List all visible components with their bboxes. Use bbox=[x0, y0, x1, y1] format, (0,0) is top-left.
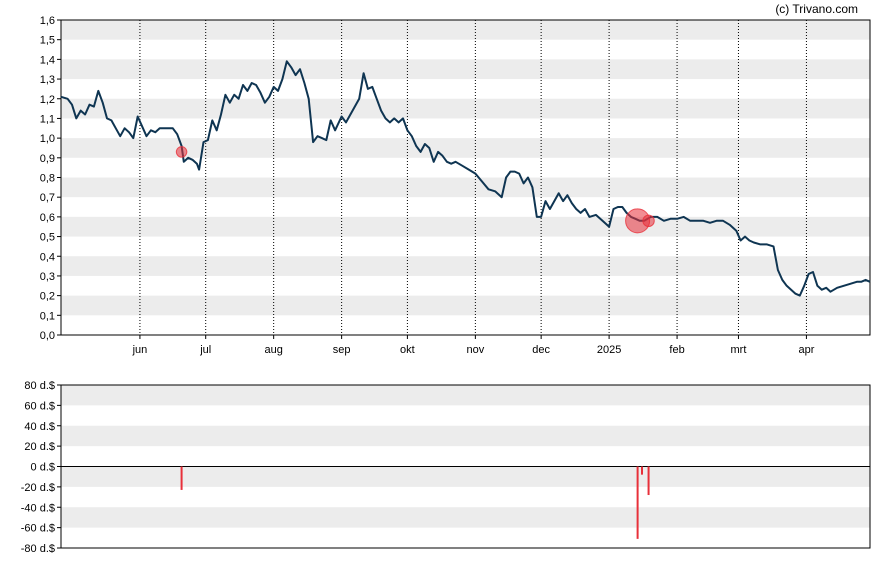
x-tick-label: mrt bbox=[731, 344, 747, 356]
x-tick-label: jun bbox=[132, 344, 148, 356]
x-tick-label: aug bbox=[264, 344, 282, 356]
y-tick-label: 0,0 bbox=[40, 330, 55, 342]
bar-grid-band bbox=[61, 385, 870, 406]
y-tick-label: 1,4 bbox=[40, 54, 55, 66]
insider-transactions-panel: 80 d.$ 60 d.$ 40 d.$ 20 d.$ 0 d.$ -20 d.$ -40 … bbox=[21, 380, 871, 555]
y-tick-label: 1,0 bbox=[40, 133, 55, 145]
transaction-marker bbox=[642, 214, 655, 228]
y-tick-label: -60 d.$ bbox=[21, 523, 55, 535]
y-tick-label: 40 d.$ bbox=[24, 421, 55, 433]
y-tick-label: 0,7 bbox=[40, 192, 55, 204]
y-tick-label: -40 d.$ bbox=[21, 502, 55, 514]
price-grid-band bbox=[61, 295, 870, 316]
bar-grid-band bbox=[61, 507, 870, 528]
x-tick-label: nov bbox=[466, 344, 484, 356]
y-tick-label: 1,1 bbox=[40, 113, 55, 125]
x-tick-label: jul bbox=[199, 344, 211, 356]
bar-grid-band bbox=[61, 425, 870, 447]
price-grid-band bbox=[61, 177, 870, 198]
price-panel: jun jul aug sep okt nov dec 2025 feb mrt apr 0,0 0,1… bbox=[40, 15, 871, 356]
x-tick-label: sep bbox=[333, 344, 351, 356]
price-grid-band bbox=[61, 138, 870, 158]
x-tick-label: apr bbox=[798, 344, 814, 356]
y-tick-label: 0,9 bbox=[40, 153, 55, 165]
y-tick-label: 0,1 bbox=[40, 310, 55, 322]
y-tick-label: 0 d.$ bbox=[31, 462, 55, 474]
y-tick-label: 1,2 bbox=[40, 94, 55, 106]
y-tick-label: 0,2 bbox=[40, 291, 55, 303]
bar-grid-band bbox=[61, 466, 870, 487]
transaction-marker bbox=[175, 146, 188, 158]
y-tick-label: 60 d.$ bbox=[24, 400, 55, 412]
y-tick-label: -20 d.$ bbox=[21, 482, 55, 494]
x-tick-label: 2025 bbox=[597, 344, 621, 356]
y-tick-label: 0,3 bbox=[40, 271, 55, 283]
y-tick-label: 1,6 bbox=[40, 15, 55, 27]
price-grid-band bbox=[61, 59, 870, 80]
price-line bbox=[60, 60, 871, 297]
price-grid-band bbox=[61, 216, 870, 237]
y-tick-label: -80 d.$ bbox=[21, 543, 55, 555]
y-tick-label: 0,4 bbox=[40, 251, 55, 263]
x-tick-label: okt bbox=[400, 344, 415, 356]
y-tick-label: 80 d.$ bbox=[24, 380, 55, 392]
y-tick-label: 1,5 bbox=[40, 35, 55, 47]
y-tick-label: 1,3 bbox=[40, 74, 55, 86]
bar-plot-frame bbox=[60, 384, 871, 549]
credit-label: (c) Trivano.com bbox=[775, 2, 858, 16]
x-tick-label: dec bbox=[532, 344, 550, 356]
y-tick-label: 20 d.$ bbox=[24, 441, 55, 453]
y-tick-label: 0,8 bbox=[40, 173, 55, 185]
price-grid-band bbox=[61, 98, 870, 119]
y-tick-label: 0,5 bbox=[40, 232, 55, 244]
price-grid-band bbox=[61, 20, 870, 40]
x-tick-label: feb bbox=[669, 344, 684, 356]
price-plot-frame bbox=[60, 19, 871, 336]
y-tick-label: 0,6 bbox=[40, 212, 55, 224]
price-grid-band bbox=[61, 256, 870, 276]
